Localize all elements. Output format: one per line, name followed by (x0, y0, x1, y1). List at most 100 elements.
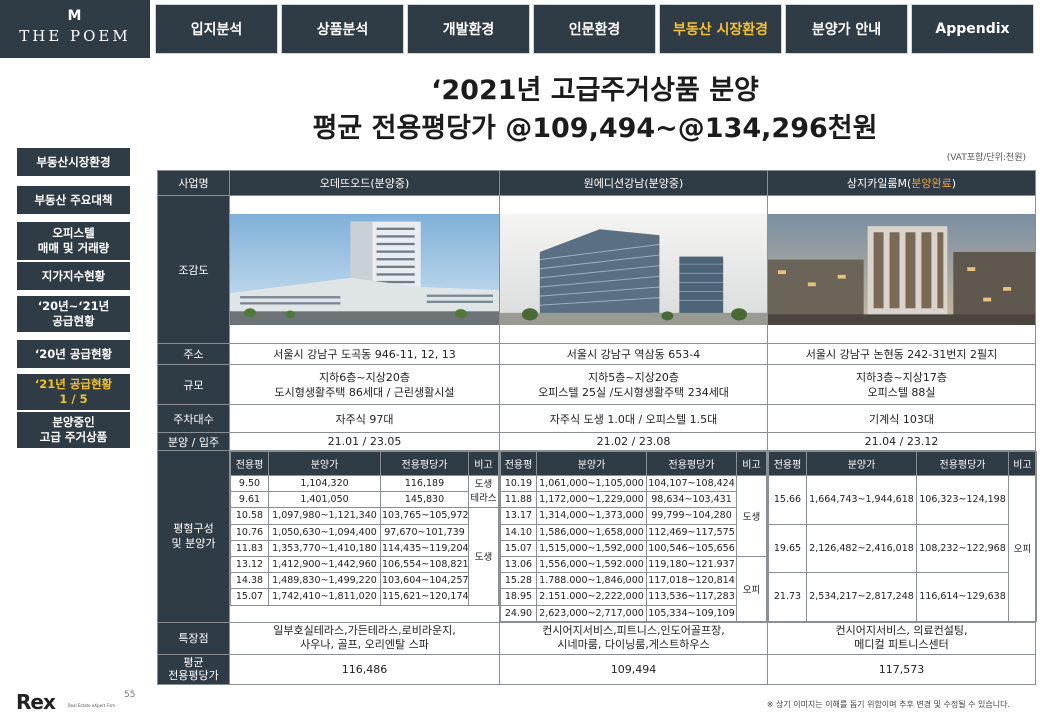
sidebar-item-supply-20[interactable]: ‘20년 공급현황 (17, 340, 130, 368)
project-2-units: 전용평 분양가 전용평당가 비고 10.19 1,061,000~1,105,000 10… (499, 450, 768, 623)
cell-note: 도생 테라스 (468, 474, 499, 509)
table-row: 11.83 1,353,770~1,410,180 114,435~119,204 (230, 539, 499, 557)
brand-logo[interactable]: M THE POEM (0, 0, 150, 58)
units-table-2: 전용평 분양가 전용평당가 비고 10.19 1,061,000~1,105,000 10… (500, 451, 767, 622)
table-row: 특장점 일부호실테라스,가든테라스,로비라운지, 사우나, 골프, 오리엔탈 스… (157, 621, 1036, 655)
table-row: 11.88 1,172,000~1,229,000 98,634~103,431 (500, 491, 767, 509)
sidebar-item-market[interactable]: 부동산시장환경 (17, 148, 130, 176)
cell: 104,107~108,424 (646, 474, 737, 493)
sidebar-item-luxury-housing[interactable]: 분양중인 고급 주거상품 (17, 412, 130, 448)
footer-tagline: Real Estate eXpert Firm (68, 703, 116, 708)
cell: 117,018~120,814 (646, 572, 737, 590)
cell: 97,670~101,739 (380, 523, 469, 541)
page-title: ‘2021년 고급주거상품 분양 평균 전용평당가 @109,494~@134,… (150, 72, 1040, 148)
cell: 112,469~117,575 (646, 523, 737, 541)
project-2-features: 컨시어지서비스,피트니스,인도어골프장, 시네마룸, 다이닝룸,게스트하우스 (499, 621, 768, 655)
project-1-features: 일부호실테라스,가든테라스,로비라운지, 사우나, 골프, 오리엔탈 스파 (229, 621, 500, 655)
cell: 1,353,770~1,410,180 (268, 539, 381, 557)
table-row: 규모 지하6층~지상20층 도시형생활주택 86세대 / 근린생활시설 지하5층… (157, 364, 1036, 405)
cell: 2,534,217~2,817,248 (806, 572, 917, 622)
cell: 14.10 (500, 523, 537, 541)
project-2-rendering (499, 195, 768, 344)
table-row: 15.66 1,664,743~1,944,618 106,323~124,198 오… (768, 475, 1037, 622)
cell: 1,061,000~1,105,000 (536, 474, 647, 493)
sidebar-item-policy[interactable]: 부동산 주요대책 (17, 186, 130, 214)
table-row: 15.07 1,742,410~1,811,020 115,621~120,174 (230, 588, 499, 606)
tab-appendix[interactable]: Appendix (911, 4, 1034, 54)
project-1-parking: 자주식 97대 (229, 404, 500, 433)
cell: 10.76 (230, 523, 269, 541)
units-table-1: 전용평 분양가 전용평당가 비고 9.50 1,104,320 116,189 도생 테라스… (230, 451, 499, 606)
cell: 2.151.000~2,222,000 (536, 588, 647, 606)
sidebar-item-land-index[interactable]: 지가지수현황 (17, 262, 130, 290)
cell: 1,556,000~1,592.000 (536, 555, 647, 574)
col-header: 비고 (1008, 451, 1037, 476)
project-1-address: 서울시 강남구 도곡동 946-11, 12, 13 (229, 343, 500, 365)
col-header: 전용평당가 (646, 451, 737, 476)
cell: 1,412,900~1,442,960 (268, 555, 381, 574)
tab-product[interactable]: 상품분석 (281, 4, 404, 54)
cell: 13.06 (500, 555, 537, 574)
project-2-address: 서울시 강남구 역삼동 653-4 (499, 343, 768, 365)
sidebar: 부동산시장환경 부동산 주요대책 오피스텔 매매 및 거래량 지가지수현황 ‘2… (0, 58, 150, 720)
project-1-units: 전용평 분양가 전용평당가 비고 9.50 1,104,320 116,189 도생 테라스… (229, 450, 500, 623)
cell: 99,799~104,280 (646, 507, 737, 525)
cell: 105,334~109,109 (646, 604, 737, 622)
tab-market[interactable]: 부동산 시장환경 (659, 4, 782, 54)
tab-location[interactable]: 입지분석 (155, 4, 278, 54)
cell: 113,536~117,283 (646, 588, 737, 606)
cell: 1.788.000~1,846,000 (536, 572, 647, 590)
project-3-name-text: 상지카일룸M( (846, 177, 912, 190)
sidebar-item-supply-20-21[interactable]: ‘20년~‘21년 공급현황 (17, 296, 130, 332)
tab-demographics[interactable]: 인문환경 (533, 4, 656, 54)
project-1-name: 오데뜨오드(분양중) (229, 170, 500, 196)
table-row: 15.28 1.788.000~1,846,000 117,018~120,814 (500, 572, 767, 590)
project-3-name-end: ) (951, 177, 957, 190)
cell: 98,634~103,431 (646, 491, 737, 509)
cell: 1,314,000~1,373,000 (536, 507, 647, 525)
status-badge: 분양완료 (911, 177, 952, 190)
project-3-features: 컨시어지서비스, 의료컨설팅, 메디컬 피트니스센터 (767, 621, 1036, 655)
project-2-scale: 지하5층~지상20층 오피스텔 25실 /도시형생활주택 234세대 (499, 364, 768, 405)
tab-development[interactable]: 개발환경 (407, 4, 530, 54)
project-2-schedule: 21.02 / 23.08 (499, 432, 768, 451)
table-row: 9.61 1,401,050 145,830 (230, 491, 499, 509)
units-table-3: 전용평 분양가 전용평당가 비고 15.66 1,664,743~1,944,618 10… (768, 451, 1037, 622)
table-row: 19.65 2,126,482~2,416,018 108,232~122,968 (768, 523, 1037, 574)
table-row: 24.90 2,623,000~2,717,000 105,334~109,109 (500, 604, 767, 622)
table-row: 사업명 오데뜨오드(분양중) 원에디션강남(분양중) 상지카일룸M(분양완료) (157, 170, 1036, 196)
cell: 119,180~121.937 (646, 555, 737, 574)
table-row: 주차대수 자주식 97대 자주식 도생 1.0대 / 오피스텔 1.5대 기계식… (157, 404, 1036, 433)
tab-pricing[interactable]: 분양가 안내 (785, 4, 908, 54)
page-number: 55 (124, 690, 136, 700)
sidebar-item-officetel[interactable]: 오피스텔 매매 및 거래량 (17, 222, 130, 260)
row-label-features: 특장점 (157, 621, 230, 655)
col-header: 분양가 (536, 451, 647, 476)
cell: 19.65 (768, 523, 807, 574)
row-label-name: 사업명 (157, 170, 230, 196)
brand-mark: M (67, 8, 83, 24)
table-row: 평균 전용평당가 116,486 109,494 117,573 (157, 653, 1036, 685)
table-row: 21.73 2,534,217~2,817,248 116,614~129,638 (768, 572, 1037, 622)
table-row: 주소 서울시 강남구 도곡동 946-11, 12, 13 서울시 강남구 역삼… (157, 343, 1036, 365)
title-line-1: ‘2021년 고급주거상품 분양 (431, 75, 759, 106)
cell-note: 도생 (736, 475, 767, 557)
cell: 13.17 (500, 507, 537, 525)
sidebar-item-supply-21[interactable]: ‘21년 공급현황 1 / 5 (17, 374, 130, 410)
cell: 24.90 (500, 604, 537, 622)
cell: 114,435~119,204 (380, 539, 469, 557)
cell: 1,401,050 (268, 491, 381, 509)
unit-note: (VAT포함/단위:천원) (946, 153, 1026, 163)
project-2-avg: 109,494 (499, 653, 768, 685)
cell: 9.50 (230, 474, 269, 493)
comparison-table: 사업명 오데뜨오드(분양중) 원에디션강남(분양중) 상지카일룸M(분양완료) … (157, 170, 1037, 685)
cell: 15.07 (230, 588, 269, 606)
project-1-schedule: 21.01 / 23.05 (229, 432, 500, 451)
top-bar: M THE POEM 입지분석 상품분석 개발환경 인문환경 부동산 시장환경 … (0, 0, 1040, 58)
cell: 11.83 (230, 539, 269, 557)
project-1-avg: 116,486 (229, 653, 500, 685)
cell: 106,554~108,821 (380, 555, 469, 574)
project-2-name: 원에디션강남(분양중) (499, 170, 768, 196)
cell: 2,126,482~2,416,018 (806, 523, 917, 574)
row-label-plan: 평형구성 및 분양가 (157, 450, 230, 623)
